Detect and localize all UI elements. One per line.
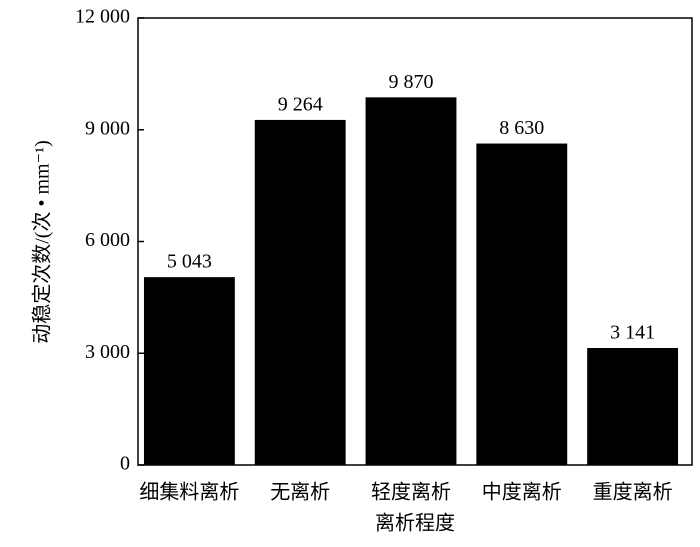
y-axis-label: 动稳定次数/(次 • mm⁻¹) <box>31 140 54 344</box>
x-tick-label: 无离析 <box>270 481 330 504</box>
bar <box>254 119 346 465</box>
y-tick-label: 6 000 <box>85 229 130 251</box>
bar <box>587 347 679 465</box>
value-label: 8 630 <box>499 117 544 139</box>
x-tick-label: 中度离析 <box>482 481 562 504</box>
x-tick-label: 轻度离析 <box>371 481 451 504</box>
value-label: 9 870 <box>389 71 434 93</box>
value-label: 5 043 <box>167 251 212 273</box>
value-label: 9 264 <box>278 94 323 116</box>
value-label: 3 141 <box>610 322 655 344</box>
y-tick-label: 9 000 <box>85 117 130 139</box>
y-tick-label: 0 <box>120 453 130 475</box>
x-tick-label: 细集料离析 <box>139 481 239 504</box>
bar <box>476 143 568 465</box>
bar <box>365 97 457 465</box>
x-tick-label: 重度离析 <box>593 481 673 504</box>
y-tick-label: 12 000 <box>75 6 130 28</box>
bar <box>143 277 235 465</box>
x-axis-label: 离析程度 <box>375 512 455 535</box>
y-tick-label: 3 000 <box>85 341 130 363</box>
